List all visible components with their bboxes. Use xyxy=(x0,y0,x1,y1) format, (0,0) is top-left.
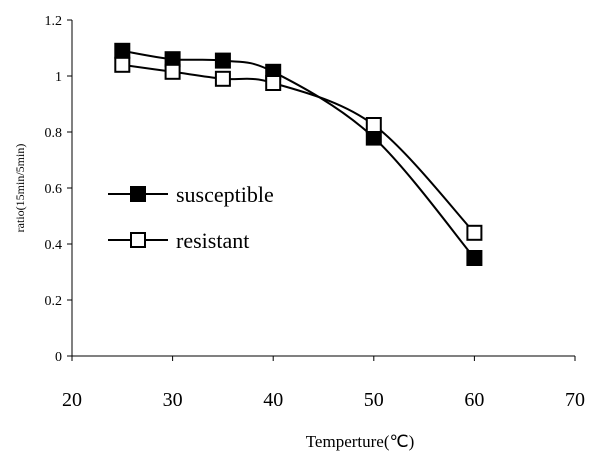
y-tick-label: 0.8 xyxy=(45,126,63,141)
data-point-resistant xyxy=(114,56,131,73)
series-line-susceptible xyxy=(122,49,476,259)
series-line-resistant xyxy=(122,63,476,234)
y-tick-label: 0.2 xyxy=(45,294,63,309)
data-point-resistant xyxy=(164,63,181,80)
x-tick-label: 50 xyxy=(364,389,384,411)
y-tick-label: 0.4 xyxy=(45,238,63,253)
data-point-resistant xyxy=(214,70,231,87)
legend-marker-susceptible xyxy=(130,186,146,202)
legend: susceptible resistant xyxy=(108,182,274,253)
legend-marker-resistant xyxy=(130,232,146,248)
data-point-resistant xyxy=(365,117,382,133)
x-tick-label: 20 xyxy=(62,389,82,411)
legend-label-susceptible: susceptible xyxy=(176,182,274,207)
series-group xyxy=(114,42,483,266)
y-axis-title: ratio(15min/5min) xyxy=(13,144,27,233)
x-tick-label: 40 xyxy=(263,389,283,411)
data-point-resistant xyxy=(265,75,282,91)
x-tick-label: 60 xyxy=(464,389,484,411)
x-axis-title: Temperture(℃) xyxy=(306,432,415,451)
series-resistant xyxy=(114,56,483,241)
data-point-susceptible xyxy=(114,42,131,59)
y-tick-label: 1 xyxy=(55,70,62,85)
data-point-susceptible xyxy=(466,250,483,266)
data-point-resistant xyxy=(466,224,483,241)
y-tick-label: 0 xyxy=(55,350,62,365)
y-axis-ticks: 0 0.2 0.4 0.6 0.8 1 1.2 xyxy=(45,14,72,365)
x-tick-label: 30 xyxy=(163,389,183,411)
y-tick-label: 1.2 xyxy=(45,14,63,29)
x-tick-label: 70 xyxy=(565,389,585,411)
x-axis-ticks: 20 30 40 50 60 70 xyxy=(62,356,585,411)
data-point-susceptible xyxy=(214,52,231,69)
y-tick-label: 0.6 xyxy=(45,182,63,197)
legend-label-resistant: resistant xyxy=(176,228,249,253)
axes xyxy=(71,20,575,357)
